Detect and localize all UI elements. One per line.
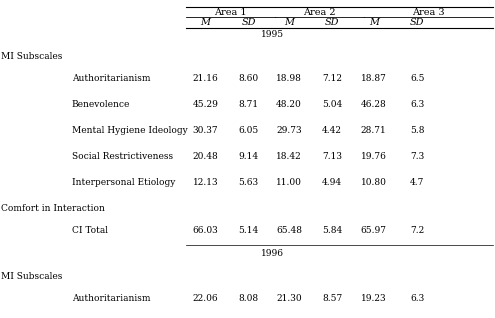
Text: 45.29: 45.29 [193, 100, 218, 109]
Text: 65.97: 65.97 [361, 226, 387, 235]
Text: 28.71: 28.71 [361, 126, 387, 135]
Text: 5.14: 5.14 [239, 226, 258, 235]
Text: SD: SD [410, 18, 425, 27]
Text: 19.23: 19.23 [361, 294, 387, 302]
Text: M: M [369, 18, 379, 27]
Text: 4.42: 4.42 [322, 126, 342, 135]
Text: 21.16: 21.16 [193, 74, 218, 83]
Text: 6.05: 6.05 [239, 126, 258, 135]
Text: 46.28: 46.28 [361, 100, 387, 109]
Text: 8.71: 8.71 [239, 100, 258, 109]
Text: MI Subscales: MI Subscales [1, 52, 62, 61]
Text: 7.12: 7.12 [322, 74, 342, 83]
Text: 4.94: 4.94 [322, 178, 342, 187]
Text: 19.76: 19.76 [361, 152, 387, 161]
Text: 5.63: 5.63 [239, 178, 258, 187]
Text: 30.37: 30.37 [193, 126, 218, 135]
Text: 21.30: 21.30 [276, 294, 302, 302]
Text: Authoritarianism: Authoritarianism [72, 294, 150, 302]
Text: 7.13: 7.13 [322, 152, 342, 161]
Text: M: M [284, 18, 294, 27]
Text: 18.42: 18.42 [276, 152, 302, 161]
Text: 22.06: 22.06 [193, 294, 218, 302]
Text: 5.8: 5.8 [410, 126, 425, 135]
Text: Interpersonal Etiology: Interpersonal Etiology [72, 178, 175, 187]
Text: 18.87: 18.87 [361, 74, 387, 83]
Text: 7.3: 7.3 [410, 152, 424, 161]
Text: 9.14: 9.14 [239, 152, 258, 161]
Text: 29.73: 29.73 [276, 126, 302, 135]
Text: 8.60: 8.60 [239, 74, 258, 83]
Text: 12.13: 12.13 [193, 178, 218, 187]
Text: 8.08: 8.08 [239, 294, 258, 302]
Text: 65.48: 65.48 [276, 226, 302, 235]
Text: 7.2: 7.2 [410, 226, 424, 235]
Text: 6.3: 6.3 [410, 100, 424, 109]
Text: 66.03: 66.03 [193, 226, 218, 235]
Text: 6.3: 6.3 [410, 294, 424, 302]
Text: 1996: 1996 [261, 249, 284, 258]
Text: Benevolence: Benevolence [72, 100, 130, 109]
Text: 11.00: 11.00 [276, 178, 302, 187]
Text: 18.98: 18.98 [276, 74, 302, 83]
Text: Area 2: Area 2 [303, 8, 336, 17]
Text: 20.48: 20.48 [193, 152, 218, 161]
Text: 8.57: 8.57 [322, 294, 342, 302]
Text: CI Total: CI Total [72, 226, 108, 235]
Text: 4.7: 4.7 [410, 178, 425, 187]
Text: MI Subscales: MI Subscales [1, 272, 62, 281]
Text: 6.5: 6.5 [410, 74, 425, 83]
Text: Authoritarianism: Authoritarianism [72, 74, 150, 83]
Text: SD: SD [325, 18, 340, 27]
Text: 1995: 1995 [261, 30, 284, 38]
Text: Mental Hygiene Ideology: Mental Hygiene Ideology [72, 126, 188, 135]
Text: Area 3: Area 3 [412, 8, 445, 17]
Text: Comfort in Interaction: Comfort in Interaction [1, 204, 105, 213]
Text: Area 1: Area 1 [214, 8, 247, 17]
Text: M: M [200, 18, 210, 27]
Text: Social Restrictiveness: Social Restrictiveness [72, 152, 173, 161]
Text: 10.80: 10.80 [361, 178, 387, 187]
Text: SD: SD [241, 18, 256, 27]
Text: 48.20: 48.20 [276, 100, 302, 109]
Text: 5.04: 5.04 [322, 100, 342, 109]
Text: 5.84: 5.84 [322, 226, 342, 235]
